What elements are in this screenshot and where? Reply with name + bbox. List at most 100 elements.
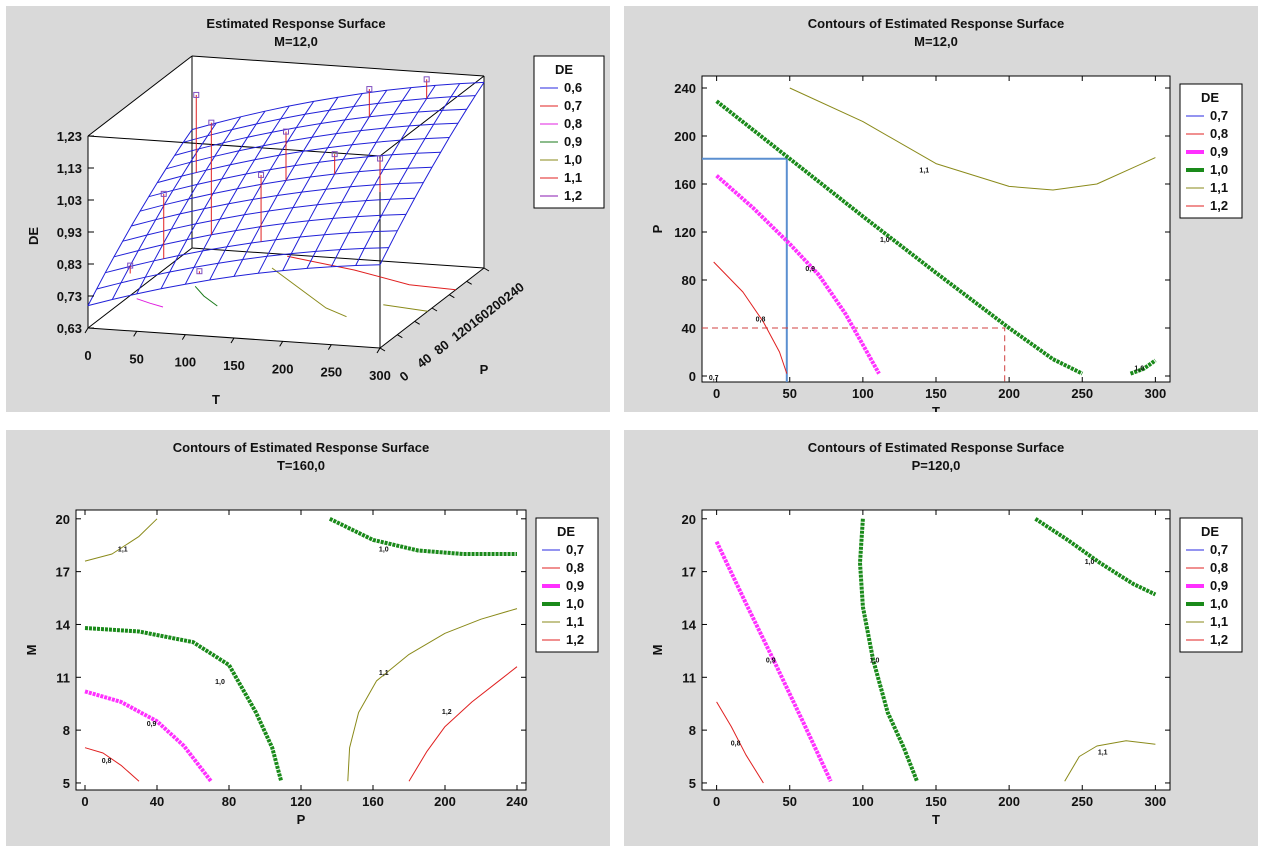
legend-entry: 0,7 [566,542,584,557]
legend-entry: 1,1 [566,614,584,629]
y-tick-mark [414,320,420,325]
surface-mesh-line [306,87,412,269]
surface-mesh-line [160,110,266,290]
y-tick-label: 17 [682,565,696,580]
y-tick-label: 80 [682,273,696,288]
chart-title: Estimated Response Surface [206,16,385,31]
contour-line-1-1 [347,608,518,782]
contour-label: 0,9 [805,266,815,273]
chart-title: Contours of Estimated Response Surface [808,16,1064,31]
surface-mesh-line [355,83,461,266]
legend-entry: 1,0 [1210,596,1228,611]
chart-title: Contours of Estimated Response Surface [173,440,429,455]
y-axis-label: M [24,645,39,656]
surface-floor [88,248,484,348]
plot-area [701,75,1171,383]
x-tick-label: 0 [713,794,720,809]
y-tick-mark [431,307,438,312]
x-tick-mark [181,334,186,340]
z-tick-label: 0,63 [57,321,82,336]
box-edge-top [379,75,485,157]
contour-label: 1,0 [379,547,389,554]
x-tick-label: 0 [84,348,91,363]
y-tick-label: 40 [414,350,435,371]
y-axis-label: P [480,362,489,377]
y-tick-mark [466,280,472,285]
y-tick-label: 80 [431,337,452,358]
x-tick-label: 150 [223,358,245,373]
observed-point [331,151,338,158]
floor-contour [383,304,428,312]
z-tick-label: 1,13 [57,161,82,176]
z-tick-label: 1,23 [57,129,82,144]
box-edge-top [191,55,485,77]
surface-mesh-line [257,93,363,274]
observed-point [193,91,200,98]
z-axis-label: DE [26,227,41,245]
legend-entry: 0,9 [1210,578,1228,593]
chart-subtitle: P=120,0 [912,458,961,473]
y-tick-label: 200 [674,129,696,144]
observed-point [196,268,203,275]
y-tick-mark [449,294,455,299]
contour-label: 1,0 [1134,366,1144,373]
x-tick-label: 50 [129,351,143,366]
observed-point [160,190,167,197]
x-tick-label: 250 [1071,794,1093,809]
legend-entry: 0,8 [1210,126,1228,141]
y-tick-label: 120 [674,225,696,240]
y-axis-label: M [650,645,665,656]
floor-contour [194,285,218,307]
contour-chart-contourTM: Contours of Estimated Response Surface P=… [650,440,1243,827]
observed-point [377,155,384,162]
x-tick-label: 100 [852,794,874,809]
legend-entry: 0,7 [564,98,582,113]
chart-subtitle: T=160,0 [277,458,325,473]
legend-entry: 1,1 [564,170,582,185]
x-tick-label: 300 [1145,794,1167,809]
contour-line-1-0 [1129,358,1157,376]
x-tick-label: 160 [362,794,384,809]
y-tick-label: 5 [689,776,696,791]
legend-entry: 1,2 [564,188,582,203]
y-tick-label: 160 [674,177,696,192]
contour-label: 1,0 [215,679,225,686]
contour-line-0-8 [716,701,764,784]
x-tick-label: 150 [925,386,947,401]
surface-mesh-line [379,82,485,266]
contour-label: 1,1 [1098,749,1108,756]
box-edge-top [87,135,381,157]
contour-label: 0,8 [102,758,112,765]
legend-entry: 0,9 [564,134,582,149]
y-tick-label: 14 [56,617,71,632]
y-tick-label: 240 [674,81,696,96]
surface-back-wall [192,56,484,268]
x-tick-label: 40 [150,794,164,809]
legend-entry: 0,6 [564,80,582,95]
contour-line-0-9 [84,689,213,783]
contour-line-1-0 [84,626,284,782]
surface-mesh-line [136,116,242,295]
chart-title: Contours of Estimated Response Surface [808,440,1064,455]
x-tick-label: 50 [783,386,797,401]
x-axis-label: P [297,812,306,827]
observed-point [423,76,430,83]
y-tick-mark [483,267,490,272]
y-tick-mark [379,347,386,352]
x-tick-label: 0 [81,794,88,809]
legend-entry: 0,8 [1210,560,1228,575]
x-tick-label: 300 [369,368,391,383]
x-tick-mark [133,331,138,337]
contour-chart-contourPM: Contours of Estimated Response Surface T=… [24,440,599,827]
contour-label: 0,7 [709,375,719,382]
x-tick-label: 50 [783,794,797,809]
x-tick-label: 300 [1145,386,1167,401]
chart-panel-contour-t-p: Contours of Estimated Response Surface M=… [624,6,1258,412]
y-tick-label: 20 [56,512,70,527]
legend-entry: 1,1 [1210,180,1228,195]
plot-area [701,509,1171,791]
x-tick-mark [327,344,332,350]
legend-title: DE [1201,90,1219,105]
legend-entry: 0,8 [564,116,582,131]
contour-label: 0,8 [756,316,766,323]
